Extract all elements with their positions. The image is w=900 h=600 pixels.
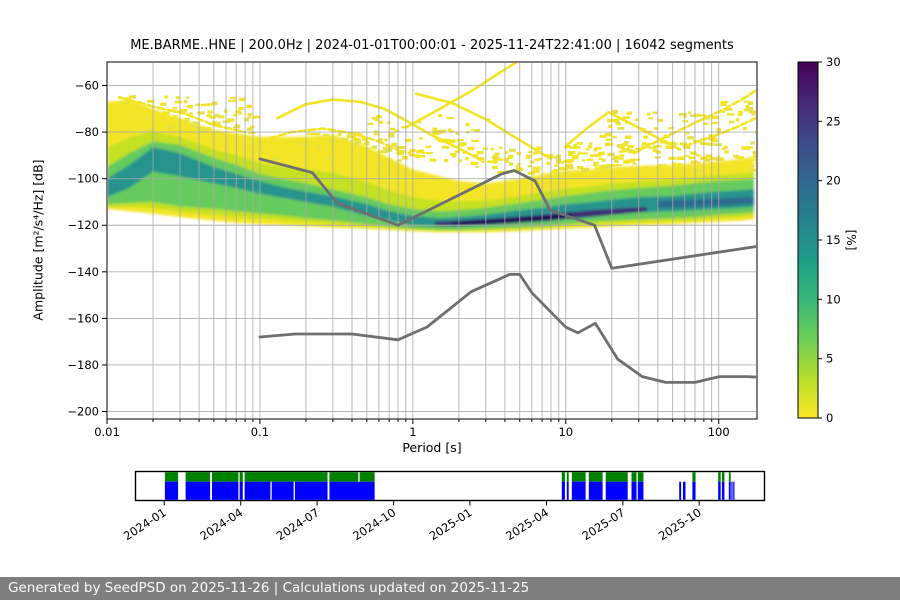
timeline-tick-label-0: 2024-01 bbox=[121, 505, 169, 543]
colorbar-tick-label-6: 30 bbox=[826, 55, 841, 69]
timeline-segment-blue bbox=[731, 481, 733, 500]
gridlines bbox=[108, 63, 756, 418]
x-tick-label-3: 10 bbox=[558, 425, 573, 439]
transient-curve-3 bbox=[404, 63, 518, 129]
colorbar-tick-label-0: 0 bbox=[826, 411, 833, 425]
timeline-segment-green bbox=[561, 472, 565, 482]
timeline-segment-green bbox=[588, 472, 603, 482]
transient-curve-0 bbox=[117, 95, 247, 134]
colorbar-tick-label-2: 10 bbox=[826, 292, 841, 306]
y-tick-label-0: −60 bbox=[75, 79, 99, 93]
ppsd-heatmap bbox=[108, 99, 754, 233]
y-tick-label-4: −140 bbox=[67, 265, 99, 279]
timeline-segment-green bbox=[631, 472, 637, 482]
transient-curve-5 bbox=[564, 111, 682, 151]
timeline-tick-label-1: 2024-04 bbox=[197, 505, 245, 543]
y-tick-label-2: −100 bbox=[67, 172, 99, 186]
timeline-segment-blue bbox=[566, 481, 569, 500]
timeline-cut bbox=[270, 481, 272, 500]
timeline-segment-blue bbox=[561, 481, 565, 500]
timeline-segment-blue bbox=[721, 481, 725, 500]
transient-speckles bbox=[114, 63, 756, 175]
timeline-segment-blue bbox=[244, 481, 328, 500]
timeline-segment-green bbox=[244, 472, 328, 482]
timeline-segment-blue bbox=[682, 481, 686, 500]
plot-title: ME.BARME..HNE | 200.0Hz | 2024-01-01T00:… bbox=[130, 38, 734, 53]
timeline-segment-green bbox=[637, 472, 644, 482]
colorbar-tick-label-4: 20 bbox=[826, 174, 841, 188]
timeline-segment-blue bbox=[164, 481, 179, 500]
timeline-segment-green bbox=[164, 472, 179, 482]
timeline-tick-label-6: 2025-07 bbox=[580, 505, 628, 543]
noise-models bbox=[258, 157, 756, 384]
timeline-segment-blue bbox=[728, 481, 731, 500]
timeline-tick-label-2: 2024-07 bbox=[274, 505, 322, 543]
band-teal bbox=[108, 147, 754, 227]
timeline-segment-green bbox=[718, 472, 721, 482]
timeline-segment-blue bbox=[718, 481, 721, 500]
x-axis-label: Period [s] bbox=[402, 440, 462, 455]
colorbar-tick-label-3: 15 bbox=[826, 233, 841, 247]
noise-model-high bbox=[258, 157, 756, 270]
timeline-segment-blue bbox=[605, 481, 628, 500]
axes-frame bbox=[106, 61, 758, 420]
timeline-segment-green bbox=[566, 472, 569, 482]
timeline-segment-blue bbox=[637, 481, 644, 500]
y-tick-label-3: −120 bbox=[67, 218, 99, 232]
timeline-segment-blue bbox=[185, 481, 211, 500]
y-tick-label-6: −180 bbox=[67, 358, 99, 372]
x-tick-label-1: 0.1 bbox=[251, 425, 269, 439]
timeline-segment-blue bbox=[571, 481, 586, 500]
colorbar-label: [%] bbox=[844, 229, 858, 251]
y-tick-label-7: −200 bbox=[67, 405, 99, 419]
timeline-segment-green bbox=[721, 472, 725, 482]
timeline-segment-green bbox=[605, 472, 628, 482]
colorbar-tick-label-1: 5 bbox=[826, 352, 833, 366]
timeline-segment-green bbox=[185, 472, 211, 482]
noise-model-low bbox=[258, 272, 756, 384]
timeline-segment-blue bbox=[588, 481, 603, 500]
y-tick-label-5: −160 bbox=[67, 311, 99, 325]
timeline-segment-green bbox=[728, 472, 731, 482]
timeline-segment-blue bbox=[631, 481, 637, 500]
timeline-segment-blue bbox=[733, 481, 735, 500]
x-tick-label-4: 100 bbox=[708, 425, 730, 439]
timeline-segment-green bbox=[329, 472, 375, 482]
timeline-tick-label-3: 2024-10 bbox=[350, 505, 398, 543]
footer-bar: Generated by SeedPSD on 2025-11-26 | Cal… bbox=[0, 577, 900, 600]
transient-curve-1 bbox=[276, 98, 483, 162]
timeline-segment-blue bbox=[211, 481, 239, 500]
axis-ticks bbox=[102, 85, 720, 424]
timeline-cut bbox=[293, 481, 295, 500]
timeline-segments bbox=[164, 472, 735, 500]
timeline-tick-label-4: 2025-01 bbox=[427, 505, 475, 543]
timeline-segment-blue bbox=[692, 481, 696, 500]
timeline-segment-blue bbox=[679, 481, 682, 500]
timeline-tick-label-7: 2025-10 bbox=[656, 505, 704, 543]
timeline-segment-green bbox=[239, 472, 243, 482]
timeline-segment-green bbox=[571, 472, 586, 482]
timeline-segment-blue bbox=[239, 481, 243, 500]
band-ridge-blue bbox=[657, 197, 754, 208]
colorbar-gradient bbox=[798, 62, 818, 418]
x-tick-label-2: 1 bbox=[409, 425, 416, 439]
colorbar-tick-label-5: 25 bbox=[826, 114, 841, 128]
timeline-segment-blue bbox=[329, 481, 375, 500]
transient-curve-2 bbox=[258, 127, 404, 154]
timeline-segment-green bbox=[211, 472, 239, 482]
y-tick-label-1: −80 bbox=[75, 125, 99, 139]
x-tick-label-0: 0.01 bbox=[94, 425, 120, 439]
timeline-cut bbox=[358, 472, 360, 482]
timeline-tick-label-5: 2025-04 bbox=[503, 505, 551, 543]
transient-curve-6 bbox=[632, 88, 756, 155]
timeline-segment-green bbox=[692, 472, 696, 482]
